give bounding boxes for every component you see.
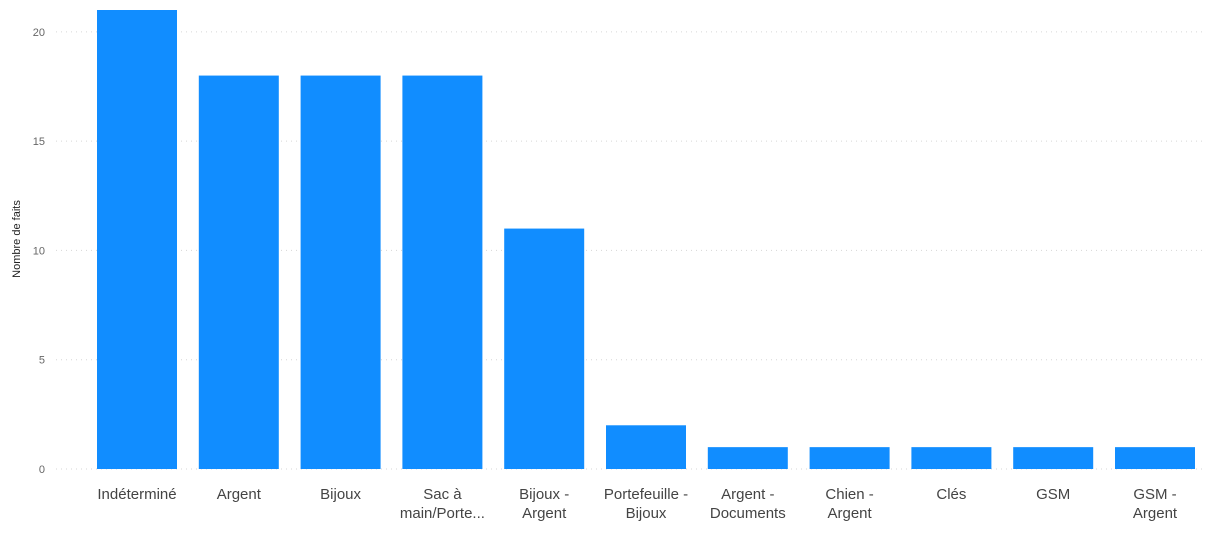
x-category-label-line: Argent [217,486,262,503]
x-category-label-line: Sac à [423,486,462,503]
x-category-label: Argent - Documents [710,486,786,522]
x-category-label: Indéterminé [97,486,176,503]
y-tick-label: 20 [33,27,45,39]
y-tick-label: 15 [33,136,45,148]
x-category-label-line: Argent [522,505,567,522]
x-category-label-line: GSM - [1133,486,1176,503]
bar[interactable] [300,75,381,470]
x-category-label: Argent [217,486,262,503]
x-category-label-line: Portefeuille - [604,486,688,503]
x-category-label-line: GSM [1036,486,1070,503]
x-category-label-line: Chien - [825,486,873,503]
bar[interactable] [402,75,483,470]
x-category-label-line: Argent [1133,505,1178,522]
x-category-label: Bijoux [320,486,361,503]
x-category-label: Clés [936,486,966,503]
bars [97,10,1195,470]
bar[interactable] [707,447,788,469]
y-tick-label: 10 [33,245,45,257]
x-category-label-line: Argent [827,505,872,522]
x-axis-labels: Indéterminé Argent Bijoux Sac à main/Porte..… [97,486,1178,522]
x-category-label-line: Bijoux [626,505,667,522]
bar[interactable] [198,75,279,470]
x-category-label-line: main/Porte... [400,505,485,522]
x-category-label: Chien - Argent [825,486,873,522]
x-category-label-line: Indéterminé [97,486,176,503]
x-category-label: Bijoux - Argent [519,486,569,522]
x-category-label-line: Clés [936,486,966,503]
y-axis-ticks: 0 5 10 15 20 [33,27,45,476]
bar[interactable] [606,425,686,469]
y-axis-title: Nombre de faits [11,200,23,278]
x-category-label: Portefeuille - Bijoux [604,486,688,522]
bar[interactable] [504,228,585,469]
x-category-label-line: Argent - [721,486,774,503]
bar[interactable] [1013,447,1094,469]
x-category-label-line: Bijoux - [519,486,569,503]
bar[interactable] [1115,447,1195,469]
x-category-label-line: Bijoux [320,486,361,503]
x-category-label-line: Documents [710,505,786,522]
x-category-label: GSM - Argent [1133,486,1178,522]
x-category-label: Sac à main/Porte... [400,486,485,522]
bar[interactable] [97,10,177,469]
bar[interactable] [809,447,890,469]
y-tick-label: 5 [39,355,45,367]
x-category-label: GSM [1036,486,1070,503]
bar[interactable] [911,447,992,469]
y-tick-label: 0 [39,464,45,476]
